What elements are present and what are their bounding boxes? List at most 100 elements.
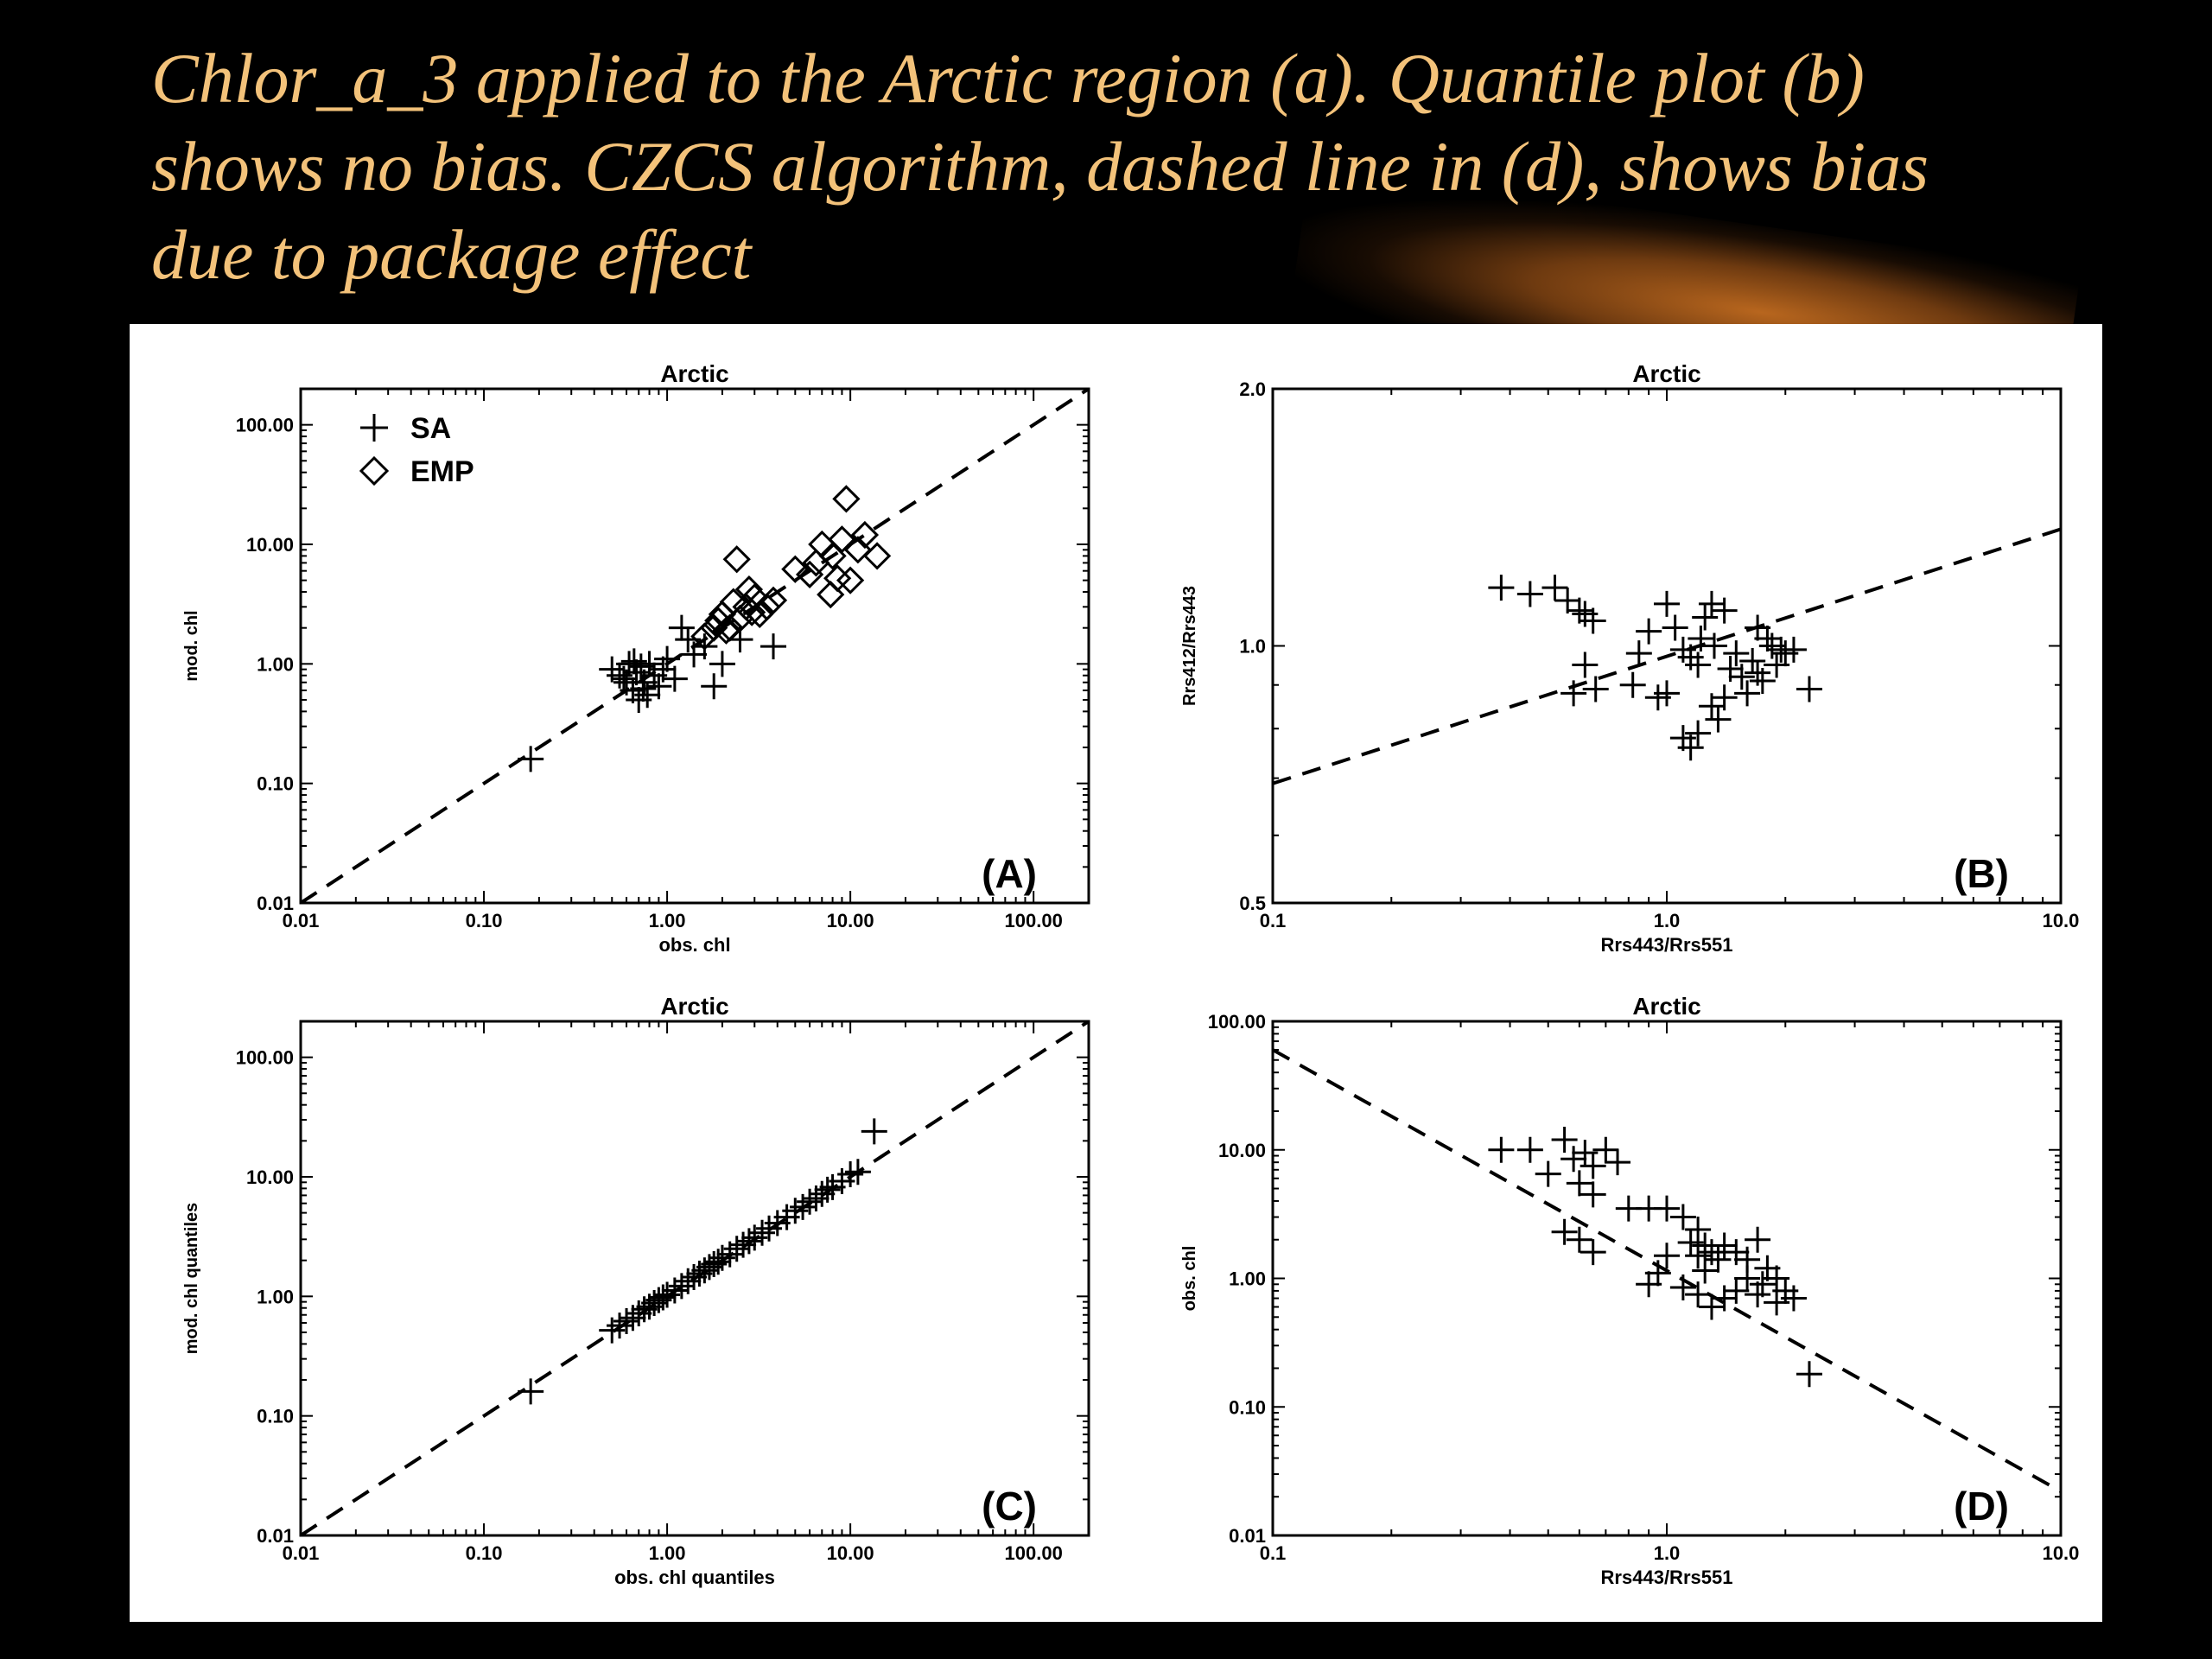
x-tick-label: 10.0 [2043, 910, 2080, 931]
data-point-plus [1625, 640, 1652, 667]
plot-frame [299, 1020, 1090, 1537]
x-tick-label: 10.00 [827, 910, 874, 931]
figure-panel: Arctic 0.01 0.10 1.00 10.00 100.00 0.01 0.10 1.0… [130, 324, 2102, 1622]
data-point-plus [730, 1231, 757, 1258]
data-point-plus [1692, 604, 1719, 631]
data-point-plus [1636, 1271, 1662, 1298]
dashed-reference-line [1273, 527, 2061, 785]
x-axis-label: obs. chl quantiles [614, 1567, 775, 1588]
y-axis-label: mod. chl [182, 610, 201, 681]
data-point-plus [814, 1176, 841, 1203]
plot-frame [1271, 1020, 2063, 1537]
data-point-plus [654, 645, 681, 672]
data-point-plus [1580, 1153, 1606, 1179]
x-tick-label: 1.00 [649, 1542, 686, 1564]
data-point-plus [1698, 590, 1725, 617]
data-point-plus [1636, 618, 1662, 645]
data-point-plus [1745, 1226, 1771, 1253]
data-point-plus [790, 1193, 817, 1220]
x-tick-label: 0.01 [283, 1542, 320, 1564]
data-point-plus [1669, 1204, 1696, 1230]
panel-label: (A) [982, 851, 1037, 896]
x-tick-label: 0.10 [466, 910, 503, 931]
data-point-diamond [690, 622, 719, 651]
chart-a: Arctic 0.01 0.10 1.00 10.00 100.00 0.01 0.10 1.0… [182, 360, 1090, 956]
x-tick-label: 0.1 [1260, 910, 1287, 931]
series-sa [518, 1118, 887, 1405]
data-point-plus [1605, 1149, 1631, 1176]
x-tick-label: 10.00 [827, 1542, 874, 1564]
data-point-plus [626, 1300, 652, 1327]
y-tick-label: 0.10 [1229, 1396, 1266, 1418]
y-tick-label: 2.0 [1239, 378, 1266, 400]
series-sa [1488, 1126, 1822, 1388]
data-point-diamond [722, 545, 751, 574]
data-point-plus [1723, 1277, 1750, 1304]
data-point-plus [1554, 588, 1581, 614]
y-tick-label: 0.01 [1229, 1525, 1266, 1547]
data-point-plus [1541, 575, 1568, 601]
chart-b: Arctic 0.1 1.0 10.0 0.5 1.0 2.0 Rrs443/Rrs551 Rr… [1180, 360, 2079, 956]
data-point-plus [1711, 1232, 1738, 1259]
data-point-plus [1723, 640, 1750, 667]
data-point-plus [1728, 664, 1755, 690]
y-tick-label: 100.00 [236, 415, 294, 436]
slide-title: Chlor_a_3 applied to the Arctic region (… [151, 35, 2095, 299]
legend-label: EMP [410, 455, 474, 488]
data-point-plus [1745, 1281, 1771, 1308]
data-point-plus [844, 1159, 871, 1185]
y-tick-label: 1.00 [257, 1286, 294, 1307]
y-tick-label: 0.01 [257, 1525, 294, 1547]
data-point-plus [661, 665, 688, 692]
data-point-plus [1580, 607, 1606, 634]
data-point-plus [1764, 652, 1790, 678]
chart-d: Arctic 0.1 1.0 10.0 0.01 0.10 1.00 10.00 100.00 R… [1180, 993, 2079, 1588]
data-point-plus [636, 651, 663, 677]
series-emp [690, 485, 892, 651]
data-point-plus [1560, 680, 1587, 707]
data-point-plus [1705, 1246, 1732, 1273]
data-point-plus [1619, 671, 1646, 698]
data-point-plus [1711, 597, 1738, 624]
data-point-plus [1780, 1285, 1807, 1312]
chart-title: Arctic [1632, 360, 1700, 387]
data-point-plus [749, 1219, 776, 1246]
legend-label: SA [410, 412, 451, 445]
data-point-diamond [781, 555, 810, 583]
y-tick-label: 0.01 [257, 893, 294, 914]
data-point-plus [1796, 676, 1822, 702]
x-tick-label: 0.10 [466, 1542, 503, 1564]
data-point-diamond [738, 598, 766, 626]
data-point-plus [631, 1296, 658, 1323]
figure-svg: Arctic 0.01 0.10 1.00 10.00 100.00 0.01 0.10 1.0… [182, 360, 2079, 1588]
plot-frame [299, 387, 1090, 905]
y-tick-label: 10.00 [246, 1166, 294, 1188]
x-tick-label: 100.00 [1005, 910, 1063, 931]
slide-title-line-1: Chlor_a_3 applied to the Arctic region (… [151, 39, 1865, 118]
x-tick-label: 0.01 [283, 910, 320, 931]
data-point-plus [1685, 652, 1712, 678]
data-point-plus [1551, 1126, 1578, 1153]
y-tick-label: 1.0 [1239, 636, 1266, 658]
slide-title-line-3: due to package effect [151, 215, 752, 294]
data-point-plus [668, 614, 695, 641]
data-point-plus [620, 648, 647, 675]
dashed-reference-line [1273, 1048, 2061, 1493]
data-point-plus [1700, 632, 1727, 659]
data-point-plus [518, 746, 544, 772]
data-point-plus [1516, 1136, 1543, 1163]
x-tick-label: 1.0 [1654, 1542, 1681, 1564]
data-point-plus [809, 1180, 836, 1207]
data-point-plus [1669, 1274, 1696, 1300]
series-sa [518, 614, 787, 772]
data-point-plus [691, 633, 718, 660]
data-point-plus [1572, 1140, 1599, 1166]
data-point-plus [1780, 636, 1807, 663]
y-axis-label: obs. chl [1180, 1246, 1199, 1312]
data-point-diamond [746, 600, 774, 629]
x-axis-label: Rrs443/Rrs551 [1601, 934, 1733, 956]
x-axis-label: Rrs443/Rrs551 [1601, 1567, 1733, 1588]
data-point-plus [1685, 1281, 1712, 1308]
data-point-plus [1677, 1230, 1704, 1256]
data-point-plus [1566, 1226, 1592, 1253]
